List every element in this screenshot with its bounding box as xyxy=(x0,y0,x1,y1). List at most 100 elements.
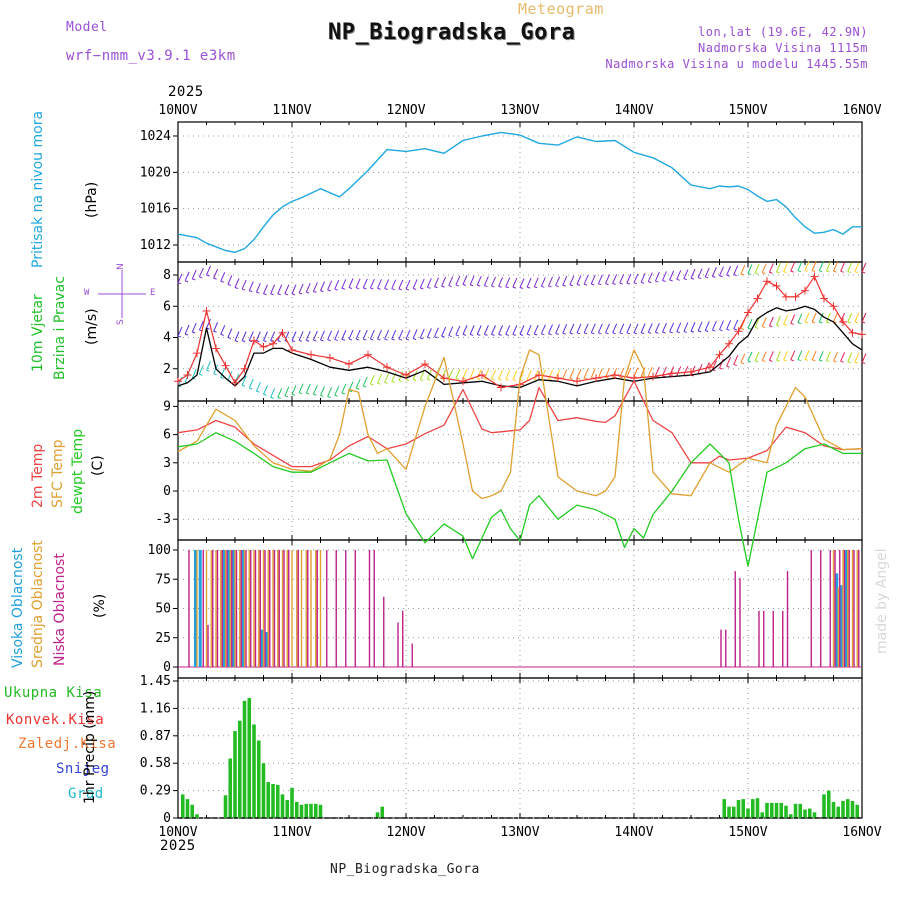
wind-barb xyxy=(263,284,268,294)
precip-ytick-label: 0.58 xyxy=(140,756,171,771)
wind-barb xyxy=(405,279,411,290)
wind-barb xyxy=(441,276,447,287)
wind-barb xyxy=(583,332,588,335)
wind-barb xyxy=(505,333,509,336)
wind-barb xyxy=(790,261,796,272)
legend-konvek-kisa: Konvek.Kisa xyxy=(6,712,105,728)
wind-barb xyxy=(619,332,623,335)
wind-barb xyxy=(213,330,217,333)
wind-barb xyxy=(562,284,566,287)
wind-barb xyxy=(797,270,802,273)
wind-barb xyxy=(811,270,816,272)
wind-barb xyxy=(505,378,509,381)
wind-barb xyxy=(270,293,274,296)
wind-barb xyxy=(640,367,646,377)
wind-barb xyxy=(448,335,452,338)
precip-bar xyxy=(760,812,765,818)
wind-barb xyxy=(776,350,781,361)
precip-bar xyxy=(836,806,841,818)
day-label-bottom: 14NOV xyxy=(614,825,653,840)
wind-barb xyxy=(291,284,297,294)
wind-barb xyxy=(462,275,468,285)
wind-barb xyxy=(833,351,838,362)
wind-barb xyxy=(569,369,575,379)
wind-barb xyxy=(797,313,803,323)
wind-barb xyxy=(719,329,723,332)
temperature-ytick-label: 3 xyxy=(163,456,171,471)
pressure-ytick-label: 1012 xyxy=(140,238,171,253)
precip-bar xyxy=(375,812,380,818)
wind-barb xyxy=(419,370,425,380)
wind-barb xyxy=(306,339,310,342)
wind-barb xyxy=(199,276,203,279)
wind-barb xyxy=(576,323,582,334)
wind-barb xyxy=(291,393,296,396)
wind-barb xyxy=(412,379,417,381)
wind-barb xyxy=(825,351,831,361)
precip-bar xyxy=(275,784,280,818)
wind-barb xyxy=(291,340,296,343)
wind-barb xyxy=(826,321,830,324)
precip-bar xyxy=(195,814,199,818)
wind-barb xyxy=(484,378,488,381)
wind-barb xyxy=(327,396,331,398)
wind-barb xyxy=(384,288,388,290)
wind-barb xyxy=(491,325,496,335)
wind-barb xyxy=(448,326,454,336)
wind-barb xyxy=(277,293,281,296)
wind-barb xyxy=(462,368,468,379)
wind-barb xyxy=(384,279,390,289)
precip-bar xyxy=(313,803,318,818)
wind-barb xyxy=(783,350,789,361)
wind-barb xyxy=(833,360,837,363)
precip-bar xyxy=(736,800,741,818)
wind-barb xyxy=(198,365,204,375)
day-label-bottom: 11NOV xyxy=(272,825,311,840)
wind-barb xyxy=(355,278,361,288)
wind-barb xyxy=(305,331,311,341)
wind-barb xyxy=(377,287,381,290)
wind-barb xyxy=(234,331,240,341)
precip-bar xyxy=(727,806,731,818)
wind-barb xyxy=(320,394,324,397)
wind-barb xyxy=(640,281,645,284)
wind-barb xyxy=(819,270,823,273)
wind-barb xyxy=(861,262,867,273)
wind-barb xyxy=(448,276,454,286)
wind-barb xyxy=(697,321,703,332)
wind-barb xyxy=(192,278,196,281)
wind-barb xyxy=(605,332,609,335)
precip-bar xyxy=(812,812,817,818)
wind-barb xyxy=(540,324,546,334)
wind-barb xyxy=(654,366,660,377)
wind-barb xyxy=(313,393,317,396)
wind-barb xyxy=(754,326,759,329)
wind-barb xyxy=(605,376,609,379)
wind-barb xyxy=(334,279,340,290)
wind-barb xyxy=(348,278,354,288)
wind-barb xyxy=(762,272,766,275)
wind-barb xyxy=(512,325,518,335)
wind-barb xyxy=(491,285,495,288)
wind-barb xyxy=(348,390,353,393)
wind-barb xyxy=(198,267,204,278)
wind-barb xyxy=(583,283,588,286)
wind-barb xyxy=(191,322,197,333)
wind-barb xyxy=(640,273,646,283)
wind-barb xyxy=(840,360,844,363)
wind-barb xyxy=(726,328,730,331)
wind-barb xyxy=(241,375,247,386)
wind-barb xyxy=(811,359,816,362)
precip-bar xyxy=(228,758,233,818)
wind-barb xyxy=(469,325,475,335)
wind-barb xyxy=(747,318,753,329)
wind-barb xyxy=(398,288,403,291)
wind-barb xyxy=(818,261,824,271)
wind-barb xyxy=(334,288,338,291)
wind-barb xyxy=(370,287,374,290)
wind-barb xyxy=(762,360,766,363)
wind-barb xyxy=(626,273,632,284)
wind-barb xyxy=(498,325,504,335)
wind-barb xyxy=(811,261,817,271)
wind-barb xyxy=(726,265,732,276)
